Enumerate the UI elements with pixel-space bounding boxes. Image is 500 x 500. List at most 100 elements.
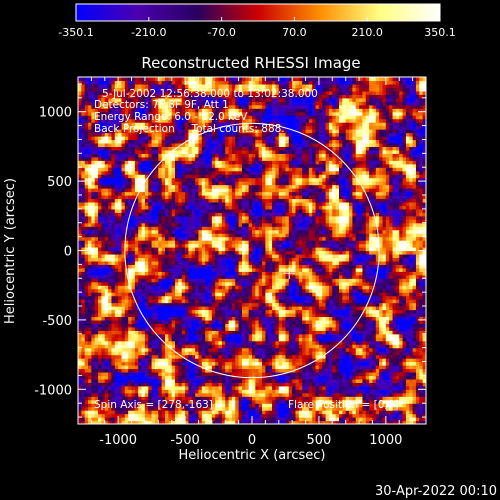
heatmap-cell (165, 243, 169, 248)
heatmap-cell (178, 281, 183, 286)
heatmap-cell (91, 80, 96, 85)
heatmap-cell (154, 208, 159, 213)
heatmap-cell (108, 191, 113, 196)
heatmap-cell (84, 278, 89, 283)
heatmap-cell (131, 309, 136, 314)
heatmap-cell (151, 198, 156, 203)
heatmap-cell (128, 125, 133, 130)
heatmap-cell (165, 125, 169, 130)
heatmap-cell (205, 233, 210, 238)
heatmap-cell (124, 285, 129, 290)
heatmap-cell (185, 257, 190, 262)
heatmap-cell (98, 333, 103, 338)
heatmap-cell (101, 302, 106, 307)
heatmap-cell (101, 326, 106, 331)
heatmap-cell (78, 278, 82, 283)
heatmap-cell (211, 382, 216, 387)
heatmap-cell (128, 111, 133, 116)
heatmap-cell (171, 344, 176, 349)
heatmap-cell (205, 111, 210, 116)
heatmap-cell (211, 292, 216, 297)
heatmap-cell (104, 188, 109, 193)
heatmap-cell (158, 191, 163, 196)
heatmap-cell (201, 389, 206, 394)
heatmap-cell (205, 330, 210, 335)
heatmap-cell (215, 274, 220, 279)
heatmap-cell (171, 299, 176, 304)
heatmap-cell (121, 94, 126, 99)
heatmap-cell (151, 396, 156, 401)
heatmap-cell (195, 358, 200, 363)
heatmap-cell (81, 215, 86, 220)
heatmap-cell (148, 111, 153, 116)
heatmap-cell (104, 375, 109, 380)
heatmap-cell (131, 83, 136, 89)
heatmap-cell (168, 271, 173, 276)
heatmap-cell (148, 142, 153, 147)
heatmap-cell (175, 326, 179, 331)
heatmap-cell (151, 194, 156, 200)
heatmap-cell (211, 371, 216, 377)
heatmap-cell (81, 361, 86, 366)
heatmap-cell (124, 375, 129, 380)
heatmap-cell (165, 208, 169, 213)
heatmap-cell (185, 236, 190, 241)
heatmap-cell (81, 115, 86, 120)
heatmap-cell (175, 83, 179, 89)
heatmap-cell (201, 104, 206, 109)
heatmap-cell (111, 413, 116, 418)
heatmap-cell (134, 115, 139, 120)
heatmap-cell (131, 156, 136, 161)
heatmap-cell (198, 354, 203, 359)
heatmap-cell (201, 198, 206, 203)
heatmap-cell (191, 236, 196, 241)
heatmap-cell (128, 156, 133, 161)
heatmap-cell (108, 90, 113, 95)
heatmap-cell (144, 385, 149, 390)
heatmap-cell (201, 278, 206, 283)
heatmap-cell (208, 247, 213, 252)
heatmap-cell (94, 90, 99, 95)
heatmap-cell (191, 323, 196, 328)
heatmap-cell (201, 194, 206, 200)
heatmap-cell (141, 347, 146, 352)
heatmap-cell (98, 264, 103, 269)
heatmap-cell (181, 247, 186, 252)
heatmap-cell (98, 222, 103, 227)
heatmap-cell (114, 153, 119, 158)
heatmap-cell (198, 198, 203, 203)
heatmap-cell (198, 236, 203, 241)
heatmap-cell (154, 306, 159, 311)
heatmap-cell (134, 371, 139, 377)
heatmap-cell (191, 281, 196, 286)
heatmap-cell (208, 309, 213, 314)
heatmap-cell (205, 295, 210, 300)
heatmap-cell (111, 184, 116, 189)
heatmap-cell (205, 382, 210, 387)
heatmap-cell (158, 83, 163, 89)
heatmap-cell (81, 253, 86, 259)
heatmap-cell (91, 413, 96, 418)
heatmap-cell (141, 194, 146, 200)
heatmap-cell (168, 399, 173, 404)
heatmap-cell (101, 368, 106, 373)
heatmap-cell (181, 417, 186, 422)
heatmap-cell (78, 125, 82, 130)
heatmap-cell (198, 170, 203, 175)
heatmap-cell (98, 403, 103, 408)
heatmap-cell (168, 191, 173, 196)
heatmap-cell (175, 101, 179, 106)
heatmap-cell (201, 399, 206, 404)
heatmap-cell (181, 233, 186, 238)
heatmap-cell (121, 97, 126, 102)
heatmap-cell (211, 208, 216, 213)
heatmap-cell (211, 153, 216, 158)
heatmap-cell (148, 299, 153, 304)
heatmap-cell (168, 188, 173, 193)
heatmap-cell (154, 177, 159, 182)
heatmap-cell (108, 198, 113, 203)
heatmap-cell (81, 108, 86, 113)
heatmap-cell (98, 111, 103, 116)
heatmap-cell (101, 413, 106, 418)
heatmap-cell (108, 135, 113, 141)
